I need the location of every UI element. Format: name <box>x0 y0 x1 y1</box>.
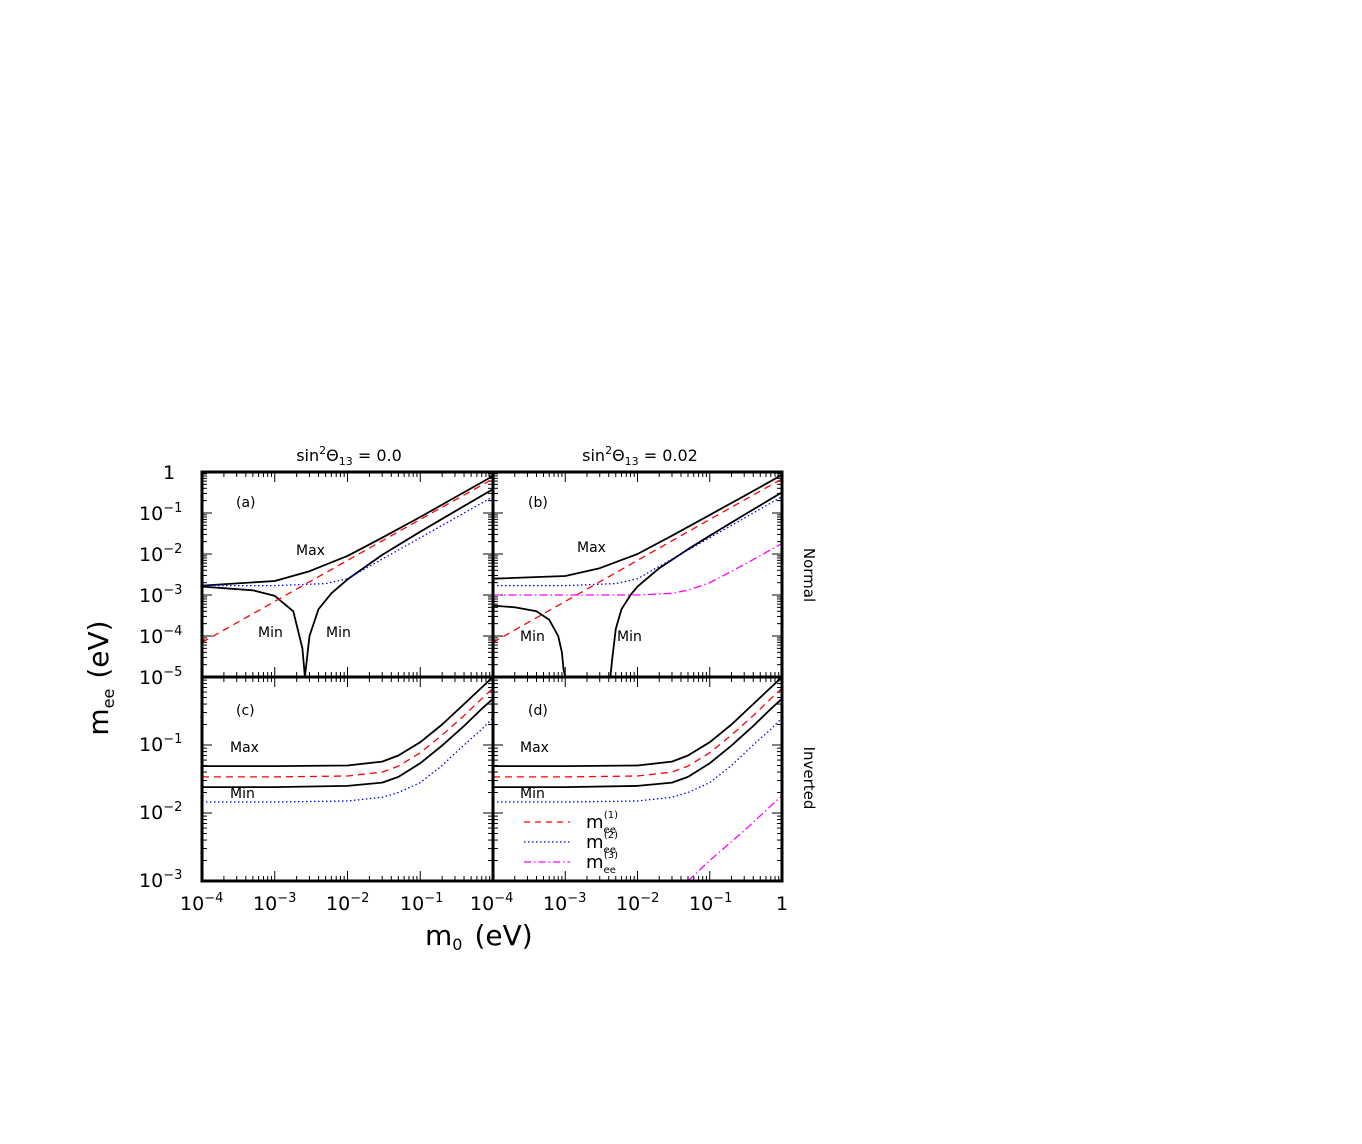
annotation-max-a: Max <box>296 543 325 559</box>
series-max <box>493 474 782 580</box>
annotation-min-a-right: Min <box>326 625 351 641</box>
annotation-max-b: Max <box>577 540 606 556</box>
y-tick-label: 1 <box>163 462 175 484</box>
annotation-min-c: Min <box>230 786 255 802</box>
series-min <box>202 698 493 788</box>
annotation-min-b-left: Min <box>520 629 545 645</box>
x-tick-label: 10−1 <box>400 891 443 915</box>
series-m-ee-2 <box>202 717 493 803</box>
y-tick-label: 10−2 <box>139 542 182 566</box>
series-min <box>493 698 782 788</box>
row-label-normal: Normal <box>800 548 818 602</box>
series-m-ee-1 <box>493 687 782 778</box>
panel-label-a: (a) <box>236 495 256 511</box>
series-m-ee-2 <box>202 496 493 587</box>
annotation-max-c: Max <box>230 740 259 756</box>
x-tick-label: 10−4 <box>470 891 513 915</box>
x-tick-label: 10−1 <box>689 891 732 915</box>
legend-label-2: mee(2) <box>586 830 618 856</box>
series-m-ee-1 <box>202 687 493 778</box>
row-label-inverted: Inverted <box>800 747 818 810</box>
series-min <box>493 491 782 677</box>
y-tick-labels-bottom: 10−1 10−2 10−3 <box>139 732 182 892</box>
x-tick-label: 1 <box>776 893 788 915</box>
x-tick-labels: 10−4 10−3 10−2 10−1 10−4 10−3 10−2 10−1 … <box>180 891 788 915</box>
y-tick-label: 10−1 <box>139 501 182 525</box>
y-tick-label: 10−1 <box>139 732 182 756</box>
x-tick-label: 10−2 <box>616 891 659 915</box>
panel-frames <box>200 470 784 883</box>
legend: mee(1) mee(2) mee(3) <box>524 810 618 876</box>
y-tick-label: 10−3 <box>139 868 182 892</box>
x-tick-label: 10−2 <box>326 891 369 915</box>
series-m-ee-3 <box>493 542 782 596</box>
series-m-ee-2 <box>493 496 782 587</box>
x-tick-label: 10−3 <box>253 891 296 915</box>
series-max <box>202 475 493 587</box>
column-title-right: sin2Θ13 = 0.02 <box>582 444 698 468</box>
x-tick-label: 10−4 <box>180 891 223 915</box>
y-tick-label: 10−5 <box>139 665 182 689</box>
panel-c-curves <box>202 677 493 881</box>
y-tick-label: 10−2 <box>139 800 182 824</box>
x-tick-label: 10−3 <box>543 891 586 915</box>
series-m-ee-2 <box>493 717 782 803</box>
y-tick-labels-top: 1 10−1 10−2 10−3 10−4 10−5 <box>139 462 182 689</box>
series-min <box>202 488 493 677</box>
y-tick-label: 10−4 <box>139 624 182 648</box>
panel-label-c: (c) <box>236 703 255 719</box>
annotation-min-d: Min <box>520 786 545 802</box>
annotation-min-a-left: Min <box>258 625 283 641</box>
legend-label-3: mee(3) <box>586 850 618 876</box>
series-m-ee-3 <box>687 795 782 881</box>
annotation-max-d: Max <box>520 740 549 756</box>
panel-label-b: (b) <box>528 495 548 511</box>
column-title-left: sin2Θ13 = 0.0 <box>296 444 402 468</box>
panel-d-curves <box>493 677 782 881</box>
panel-a-curves <box>202 475 493 677</box>
panel-b-curves <box>493 474 782 677</box>
curves <box>202 474 782 881</box>
y-axis-title: mee(eV) <box>82 620 118 735</box>
annotation-min-b-right: Min <box>617 629 642 645</box>
series-m-ee-1 <box>202 478 493 643</box>
y-tick-label: 10−3 <box>139 583 182 607</box>
series-m-ee-1 <box>493 478 782 643</box>
x-axis-title: m0 (eV) <box>425 919 533 954</box>
panel-label-d: (d) <box>528 703 548 719</box>
panel-d-frame <box>491 675 784 883</box>
series-max <box>493 677 782 767</box>
legend-label-1: mee(1) <box>586 810 618 836</box>
series-max <box>202 677 493 767</box>
